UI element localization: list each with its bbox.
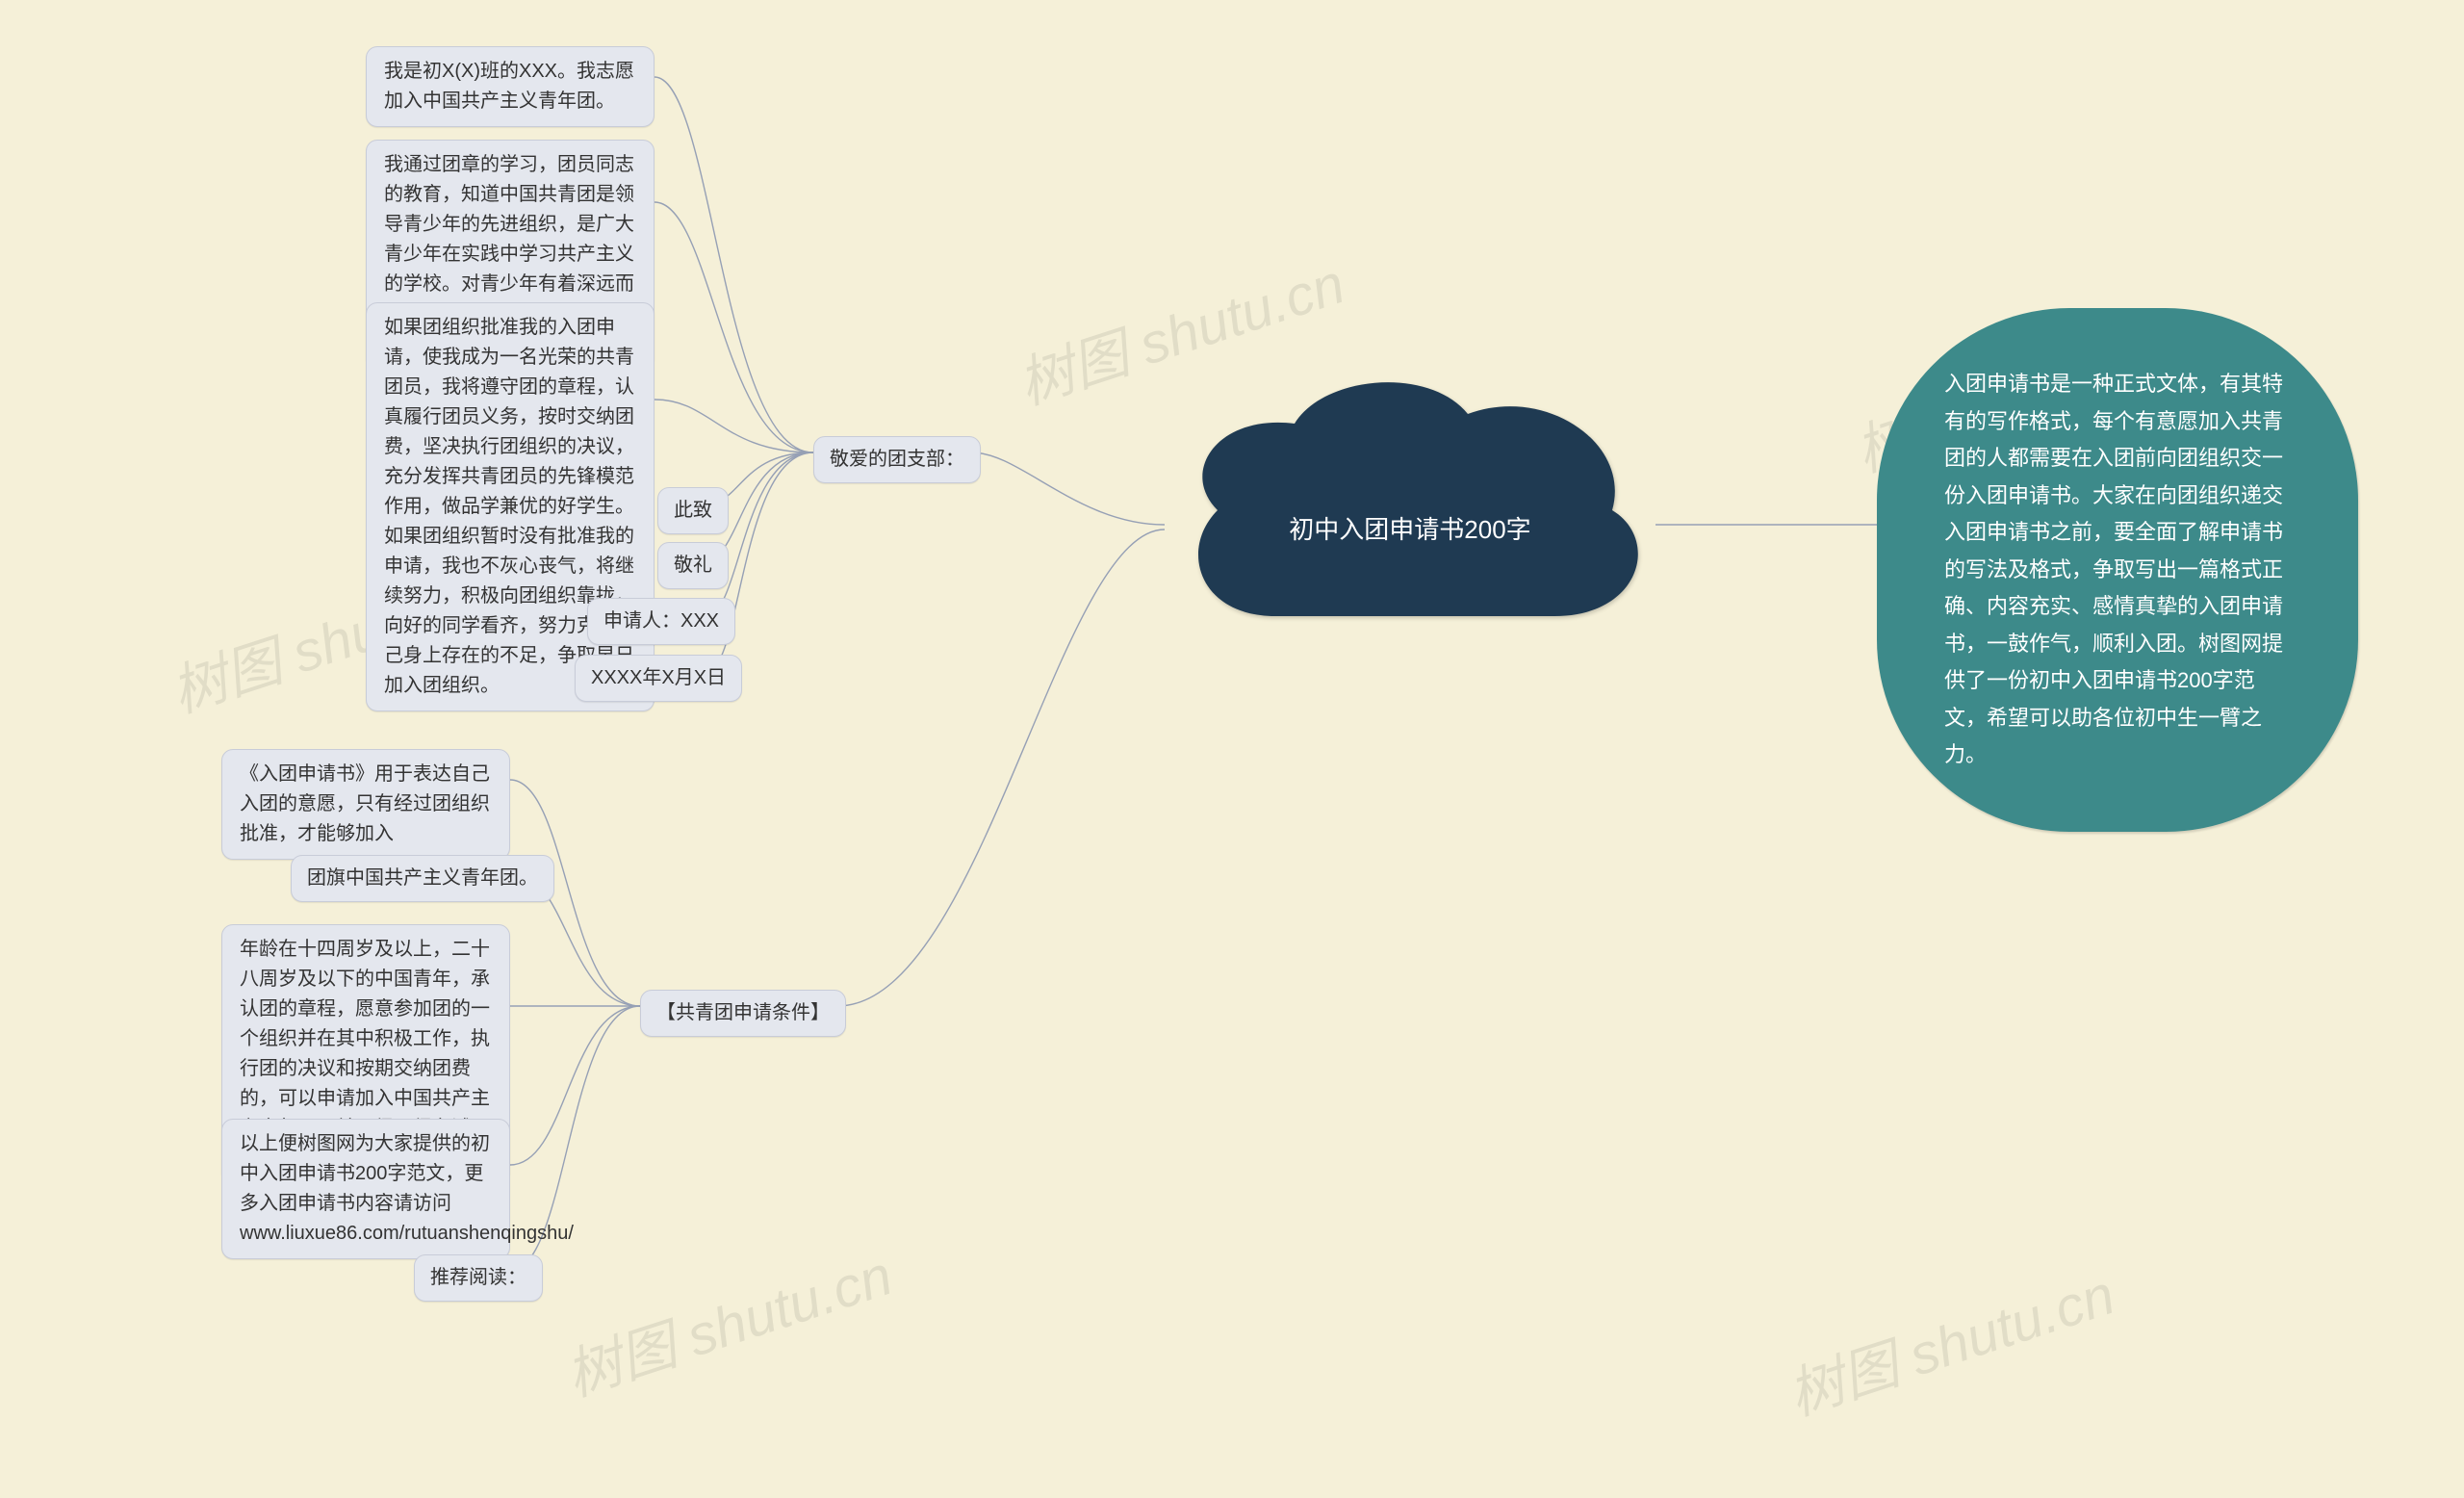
branch2-child-1: 《入团申请书》用于表达自己入团的意愿，只有经过团组织批准，才能够加入 — [221, 749, 510, 860]
watermark: 树图 shutu.cn — [554, 1230, 901, 1411]
branch2-label: 【共青团申请条件】 — [640, 990, 846, 1037]
branch1-child-6: 申请人：XXX — [587, 598, 735, 645]
branch1-child-1: 我是初X(X)班的XXX。我志愿加入中国共产主义青年团。 — [366, 46, 654, 127]
branch2-child-2: 团旗中国共产主义青年团。 — [291, 855, 554, 902]
branch2-child-5: 推荐阅读： — [414, 1254, 543, 1302]
central-title: 初中入团申请书200字 — [1246, 510, 1574, 546]
watermark: 树图 shutu.cn — [1777, 1250, 2123, 1431]
branch1-child-3: 如果团组织批准我的入团申请，使我成为一名光荣的共青团员，我将遵守团的章程，认真履… — [366, 302, 654, 711]
right-summary: 入团申请书是一种正式文体，有其特有的写作格式，每个有意愿加入共青团的人都需要在入… — [1877, 308, 2358, 832]
branch1-child-5: 敬礼 — [657, 542, 729, 589]
branch2-child-4: 以上便树图网为大家提供的初中入团申请书200字范文，更多入团申请书内容请访问ww… — [221, 1119, 510, 1259]
branch1-child-4: 此致 — [657, 487, 729, 534]
branch1-child-7: XXXX年X月X日 — [575, 655, 742, 702]
branch1-label: 敬爱的团支部： — [813, 436, 981, 483]
